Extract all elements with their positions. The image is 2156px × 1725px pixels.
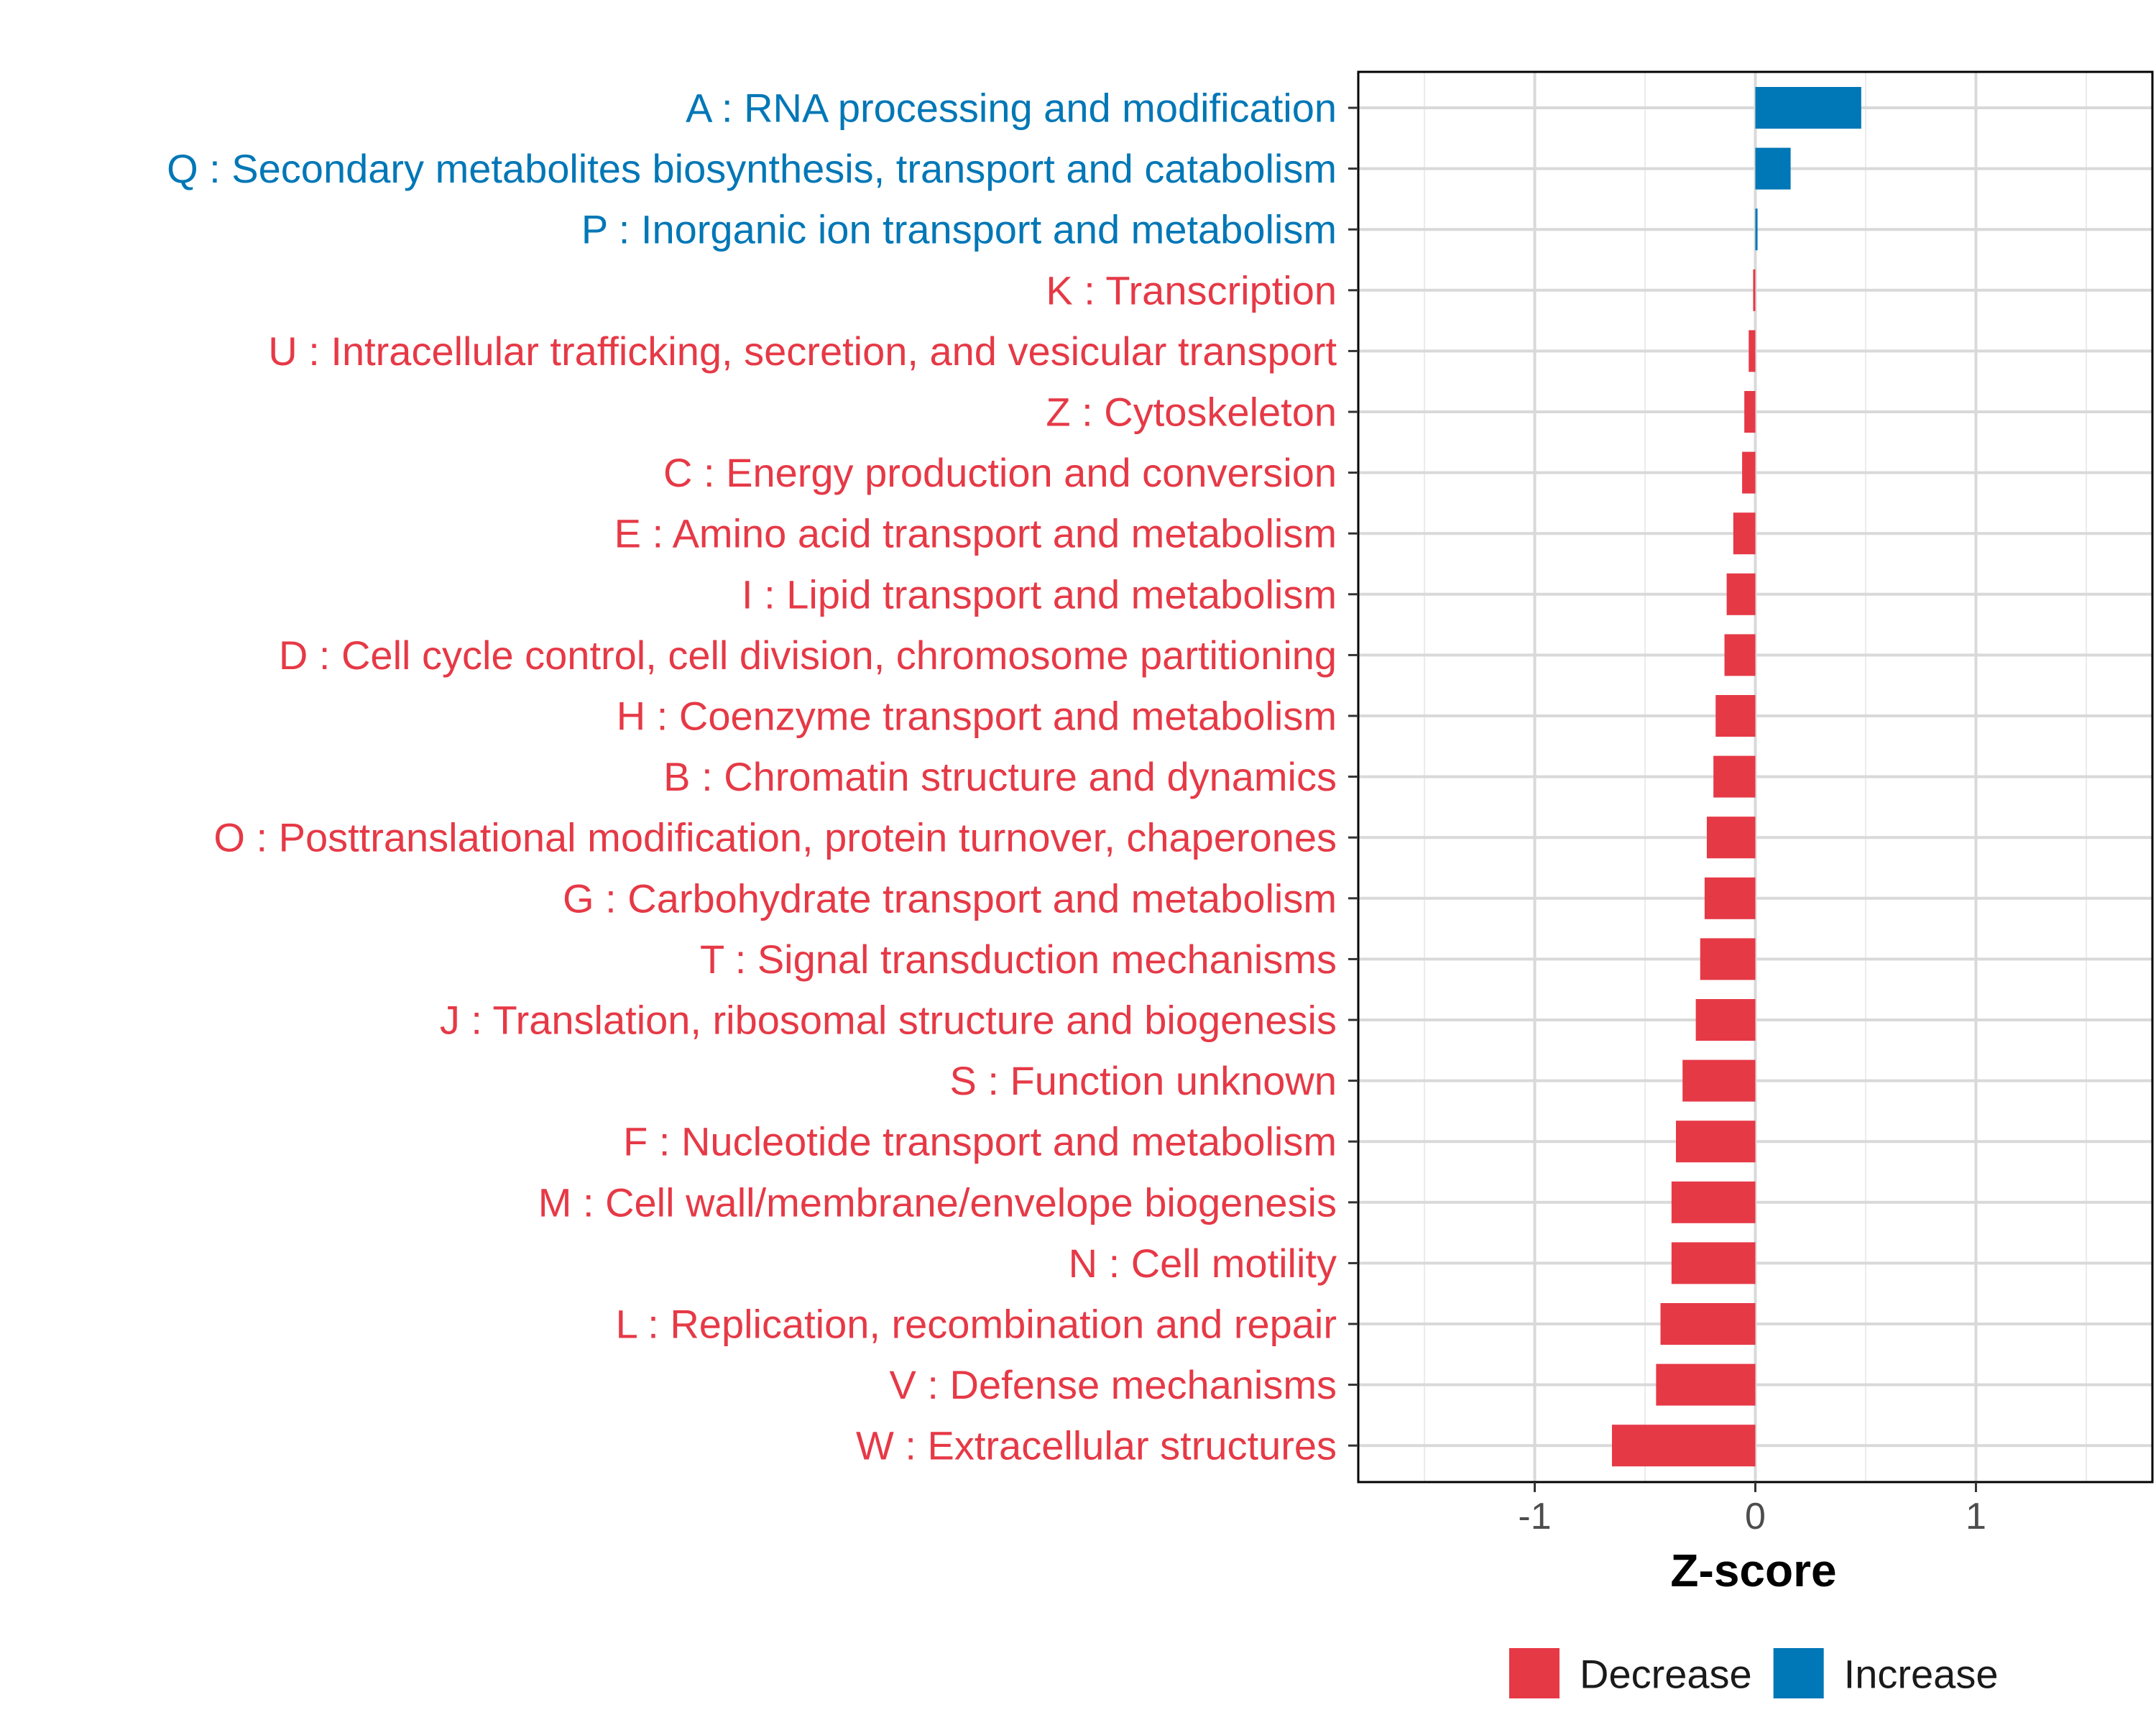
bar [1726, 573, 1756, 615]
bar [1682, 1059, 1756, 1102]
x-tick-label: 1 [1966, 1496, 1986, 1537]
bar [1724, 634, 1756, 676]
legend: Decrease Increase [1509, 1648, 1998, 1698]
category-label: B : Chromatin structure and dynamics [663, 754, 1337, 799]
bar [1671, 1181, 1756, 1223]
legend-label: Decrease [1580, 1652, 1752, 1697]
bar [1755, 87, 1861, 129]
category-label: G : Carbohydrate transport and metabolis… [563, 875, 1337, 921]
category-label: W : Extracellular structures [856, 1423, 1337, 1468]
bar [1660, 1303, 1756, 1345]
bar [1715, 695, 1756, 737]
legend-key [1509, 1648, 1560, 1698]
bars [1611, 87, 1861, 1467]
bar [1755, 208, 1758, 251]
bar [1753, 269, 1756, 311]
category-label: U : Intracellular trafficking, secretion… [268, 328, 1337, 374]
category-label: I : Lipid transport and metabolism [742, 571, 1337, 617]
category-label: P : Inorganic ion transport and metaboli… [581, 207, 1337, 252]
bar [1744, 391, 1756, 433]
bar [1713, 755, 1756, 798]
category-label: E : Amino acid transport and metabolism [614, 511, 1337, 556]
category-label: J : Translation, ribosomal structure and… [440, 998, 1337, 1043]
category-label: C : Energy production and conversion [663, 450, 1337, 495]
bar [1695, 999, 1756, 1041]
bar [1755, 147, 1791, 190]
bar [1700, 938, 1756, 980]
bar [1676, 1121, 1756, 1163]
category-label: M : Cell wall/membrane/envelope biogenes… [538, 1179, 1337, 1225]
category-label: Q : Secondary metabolites biosynthesis, … [167, 146, 1337, 191]
bar [1742, 451, 1756, 494]
x-tick-label: 0 [1745, 1496, 1766, 1537]
y-axis-labels: A : RNA processing and modification Q : S… [167, 86, 1337, 1468]
x-tick-label: -1 [1518, 1496, 1551, 1537]
category-label: S : Function unknown [949, 1058, 1337, 1103]
y-axis-ticks [1348, 106, 1358, 1447]
category-label: O : Posttranslational modification, prot… [213, 815, 1337, 860]
category-label: N : Cell motility [1069, 1241, 1337, 1286]
category-label: H : Coenzyme transport and metabolism [617, 694, 1337, 739]
category-label: K : Transcription [1046, 267, 1337, 313]
bar [1749, 330, 1756, 372]
category-label: L : Replication, recombination and repai… [616, 1302, 1337, 1347]
bar [1733, 512, 1756, 555]
category-label: F : Nucleotide transport and metabolism [623, 1119, 1337, 1164]
category-label: D : Cell cycle control, cell division, c… [279, 632, 1337, 678]
bar [1671, 1242, 1756, 1284]
x-axis-title: Z-score [1670, 1545, 1836, 1596]
category-label: T : Signal transduction mechanisms [700, 937, 1337, 982]
bar [1656, 1363, 1756, 1406]
legend-key [1773, 1648, 1824, 1698]
bar [1704, 877, 1756, 919]
bar [1611, 1425, 1756, 1467]
category-label: V : Defense mechanisms [890, 1362, 1337, 1407]
bar [1706, 816, 1756, 859]
category-label: Z : Cytoskeleton [1046, 390, 1337, 435]
legend-label: Increase [1844, 1652, 1999, 1697]
x-axis-ticks: -1 0 1 [1518, 1482, 1986, 1537]
category-label: A : RNA processing and modification [686, 86, 1337, 131]
